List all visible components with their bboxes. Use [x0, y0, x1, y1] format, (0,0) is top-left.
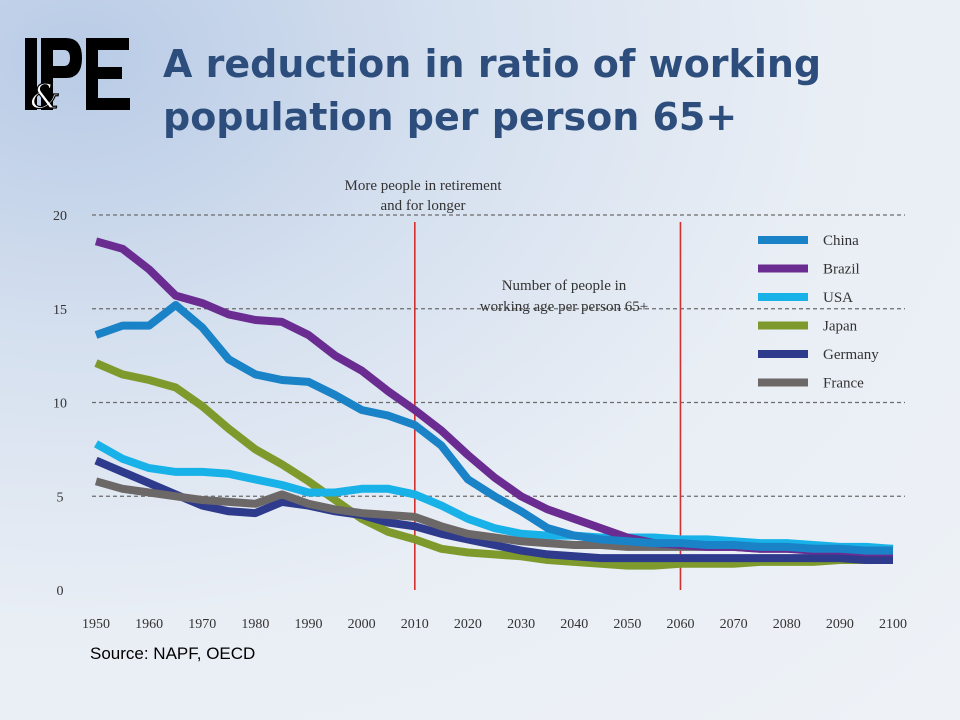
- legend-label-japan: Japan: [823, 319, 858, 335]
- chart-area: 0 5 10 15 20 1950 1960 1970 1980 1990 2000 2010 202…: [0, 160, 960, 640]
- source-note: Source: NAPF, OECD: [90, 644, 256, 663]
- annotation-retirement-line2: and for longer: [381, 198, 466, 214]
- x-tick-label-1950: 1950: [82, 617, 110, 632]
- series-lines: [94, 237, 894, 570]
- chart-annotations: More people in retirement and for longer…: [344, 178, 648, 315]
- x-tick-label-2020: 2020: [454, 617, 482, 632]
- x-tick-label-2040: 2040: [560, 617, 588, 632]
- title-line-2: population per person 65+: [163, 95, 738, 139]
- logo-ampersand: &: [30, 77, 60, 112]
- y-tick-label-10: 10: [53, 397, 67, 412]
- x-tick-label-2030: 2030: [507, 617, 535, 632]
- series-line-china: [94, 301, 893, 555]
- legend-label-france: France: [823, 376, 864, 392]
- series-line-germany: [94, 456, 893, 564]
- x-tick-label-2060: 2060: [666, 617, 694, 632]
- y-tick-label-0: 0: [57, 584, 64, 599]
- chart-legend: China Brazil USA Japan Germany France: [758, 233, 879, 392]
- legend-label-usa: USA: [823, 290, 853, 306]
- annotation-working-age-line1: Number of people in: [502, 278, 627, 294]
- legend-label-germany: Germany: [823, 347, 879, 363]
- slide-title: A reduction in ratio of working populati…: [163, 38, 923, 144]
- y-axis-labels: 0 5 10 15 20: [53, 209, 67, 599]
- legend-label-brazil: Brazil: [823, 262, 860, 278]
- annotation-retirement-line1: More people in retirement: [344, 178, 502, 194]
- y-tick-label-20: 20: [53, 209, 67, 224]
- x-tick-label-2100: 2100: [879, 617, 907, 632]
- annotation-working-age-line2: working age per person 65+: [480, 299, 648, 315]
- x-axis-labels: 1950 1960 1970 1980 1990 2000 2010 2020 2030 2040…: [82, 617, 907, 632]
- x-tick-label-2090: 2090: [826, 617, 854, 632]
- x-tick-label-1990: 1990: [295, 617, 323, 632]
- x-tick-label-2050: 2050: [613, 617, 641, 632]
- legend-label-china: China: [823, 233, 859, 249]
- x-tick-label-2010: 2010: [401, 617, 429, 632]
- title-line-1: A reduction in ratio of working: [163, 42, 822, 86]
- x-tick-label-1980: 1980: [241, 617, 269, 632]
- x-tick-label-1970: 1970: [188, 617, 216, 632]
- x-tick-label-2080: 2080: [773, 617, 801, 632]
- y-tick-label-5: 5: [57, 490, 64, 505]
- x-tick-label-2000: 2000: [348, 617, 376, 632]
- line-chart: 0 5 10 15 20 1950 1960 1970 1980 1990 2000 2010 202…: [53, 178, 907, 632]
- ipe-logo: &: [25, 38, 130, 112]
- x-tick-label-1960: 1960: [135, 617, 163, 632]
- y-tick-label-15: 15: [53, 303, 67, 318]
- x-tick-label-2070: 2070: [720, 617, 748, 632]
